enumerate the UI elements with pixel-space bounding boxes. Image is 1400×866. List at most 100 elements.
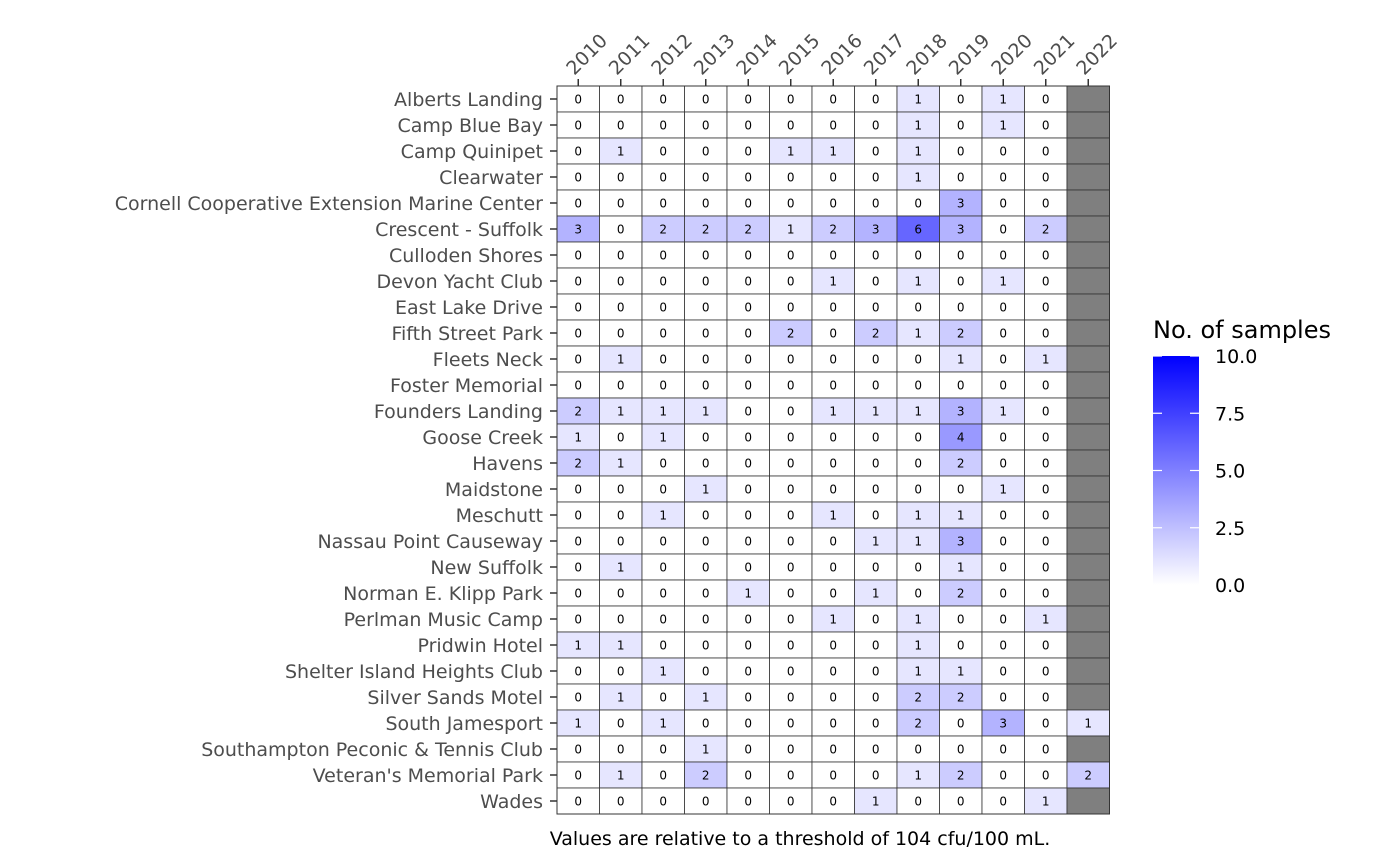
cell-value: 1 <box>1042 613 1050 627</box>
heatmap-cell <box>1066 189 1110 217</box>
cell-value: 0 <box>659 119 667 133</box>
heatmap-cell <box>981 449 1025 477</box>
row-label: Crescent - Suffolk <box>375 219 543 241</box>
cell-value: 0 <box>829 691 837 705</box>
cell-value: 0 <box>999 535 1007 549</box>
cell-value: 0 <box>787 769 795 783</box>
cell-value: 1 <box>914 405 922 419</box>
heatmap-cell <box>1066 293 1110 321</box>
heatmap-cell <box>726 579 770 607</box>
cell-value: 0 <box>574 665 582 679</box>
cell-value: 0 <box>744 431 752 445</box>
heatmap-cell <box>811 241 855 269</box>
cell-value: 1 <box>914 171 922 185</box>
cell-value: 0 <box>574 795 582 809</box>
cell-value: 0 <box>744 197 752 211</box>
heatmap-cell <box>726 605 770 633</box>
heatmap-cell <box>1066 553 1110 581</box>
cell-value: 0 <box>787 93 795 107</box>
cell-value: 1 <box>574 431 582 445</box>
cell-value: 0 <box>872 93 880 107</box>
cell-value: 0 <box>574 119 582 133</box>
cell-value: 1 <box>914 665 922 679</box>
cell-value: 0 <box>702 171 710 185</box>
cell-value: 0 <box>1042 301 1050 315</box>
heatmap-cell <box>769 761 813 789</box>
cell-value: 0 <box>914 795 922 809</box>
heatmap-cell <box>1066 709 1110 737</box>
heatmap-cell <box>854 761 898 789</box>
heatmap-cell <box>769 579 813 607</box>
cell-value: 0 <box>574 171 582 185</box>
column-label: 2010 <box>562 30 612 80</box>
cell-value: 0 <box>872 483 880 497</box>
cell-value: 0 <box>914 483 922 497</box>
heatmap-cell <box>1024 189 1068 217</box>
heatmap-cell <box>981 605 1025 633</box>
cell-value: 0 <box>1042 405 1050 419</box>
heatmap-cell <box>726 735 770 763</box>
heatmap-cell <box>684 345 728 373</box>
cell-value: 0 <box>659 249 667 263</box>
heatmap-cell <box>599 85 643 113</box>
cell-value: 0 <box>702 639 710 653</box>
heatmap-cell <box>599 605 643 633</box>
cell-value: 0 <box>829 717 837 731</box>
heatmap-cell <box>684 709 728 737</box>
row-label: South Jamesport <box>385 713 543 735</box>
cell-value: 0 <box>872 743 880 757</box>
heatmap-cell <box>981 501 1025 529</box>
cell-value: 0 <box>659 145 667 159</box>
cell-value: 1 <box>787 223 795 237</box>
heatmap-cell <box>854 267 898 295</box>
heatmap-cell <box>1066 319 1110 347</box>
cell-value: 2 <box>787 327 795 341</box>
cell-value: 0 <box>829 379 837 393</box>
heatmap-cell <box>1024 267 1068 295</box>
cell-value: 0 <box>744 145 752 159</box>
heatmap-cell <box>599 111 643 139</box>
heatmap-cell <box>769 787 813 815</box>
heatmap-cell <box>599 189 643 217</box>
heatmap-cell <box>811 293 855 321</box>
cell-value: 0 <box>574 613 582 627</box>
row-label: Camp Blue Bay <box>397 115 543 137</box>
heatmap-cell <box>1066 345 1110 373</box>
row-label: Fleets Neck <box>433 349 543 371</box>
heatmap-cell <box>641 631 685 659</box>
heatmap-cell <box>896 111 940 139</box>
cell-value: 1 <box>617 353 625 367</box>
heatmap-cell <box>896 189 940 217</box>
heatmap-cell <box>684 657 728 685</box>
cell-value: 0 <box>1042 509 1050 523</box>
heatmap-cell <box>641 163 685 191</box>
cell-value: 0 <box>574 587 582 601</box>
cell-value: 1 <box>957 353 965 367</box>
cell-value: 1 <box>659 665 667 679</box>
cell-value: 0 <box>872 457 880 471</box>
cell-value: 0 <box>914 561 922 575</box>
heatmap-cell <box>556 579 600 607</box>
cell-value: 0 <box>872 639 880 653</box>
cell-value: 0 <box>1042 743 1050 757</box>
cell-value: 0 <box>617 587 625 601</box>
heatmap-cell <box>1024 553 1068 581</box>
cell-value: 0 <box>702 119 710 133</box>
cell-value: 0 <box>787 691 795 705</box>
cell-value: 2 <box>957 769 965 783</box>
heatmap-cell <box>1024 579 1068 607</box>
cell-value: 0 <box>744 405 752 419</box>
cell-value: 0 <box>744 249 752 263</box>
cell-value: 0 <box>957 275 965 289</box>
cell-value: 0 <box>999 769 1007 783</box>
heatmap-cell <box>726 241 770 269</box>
cell-value: 0 <box>999 743 1007 757</box>
heatmap-cell <box>939 397 983 425</box>
heatmap-cell <box>556 605 600 633</box>
cell-value: 0 <box>702 509 710 523</box>
cell-value: 0 <box>744 327 752 341</box>
cell-value: 0 <box>872 691 880 705</box>
heatmap-cell <box>939 215 983 243</box>
heatmap-cell <box>896 527 940 555</box>
heatmap-cell <box>726 397 770 425</box>
